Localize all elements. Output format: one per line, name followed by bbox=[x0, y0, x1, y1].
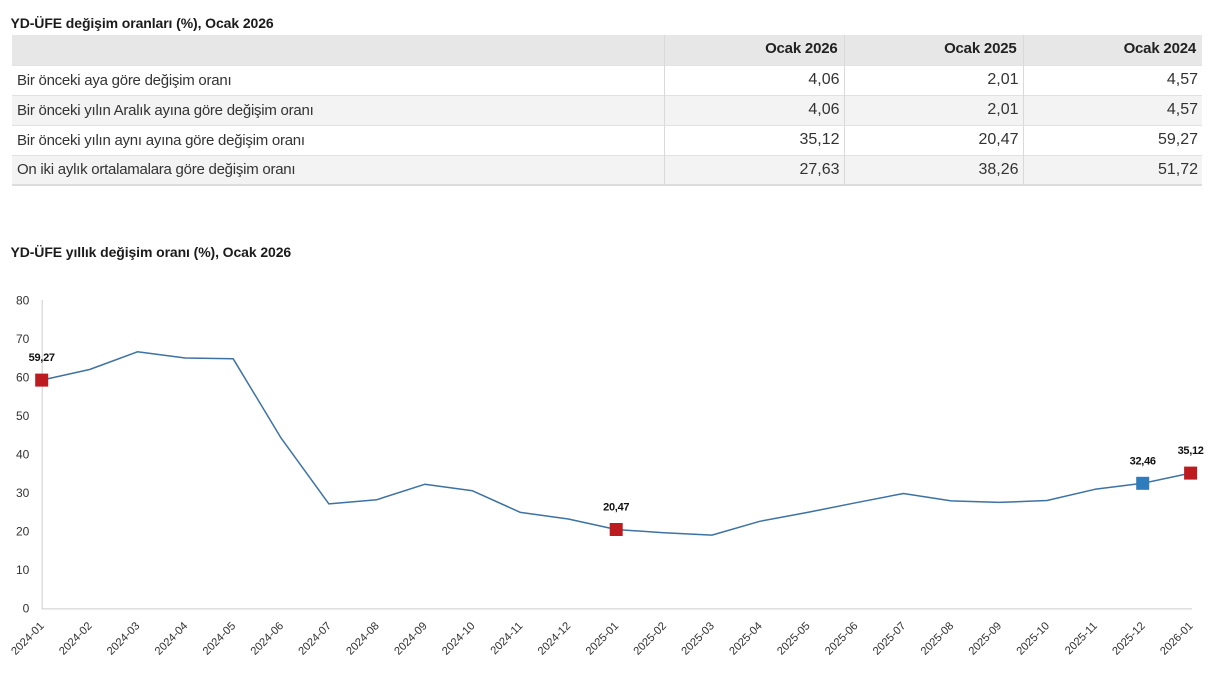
svg-text:60: 60 bbox=[16, 371, 30, 385]
svg-text:2025-05: 2025-05 bbox=[775, 620, 813, 658]
svg-text:70: 70 bbox=[16, 332, 30, 346]
svg-text:2025-04: 2025-04 bbox=[727, 620, 765, 658]
svg-text:2026-01: 2026-01 bbox=[1158, 620, 1196, 658]
svg-text:2024-03: 2024-03 bbox=[105, 620, 143, 658]
svg-text:2025-02: 2025-02 bbox=[632, 620, 670, 658]
svg-text:2024-10: 2024-10 bbox=[440, 620, 478, 658]
svg-text:2024-06: 2024-06 bbox=[249, 620, 287, 658]
svg-text:2024-11: 2024-11 bbox=[488, 620, 525, 657]
svg-text:2025-01: 2025-01 bbox=[584, 620, 622, 658]
svg-text:2024-04: 2024-04 bbox=[153, 620, 191, 658]
svg-text:2024-05: 2024-05 bbox=[201, 620, 239, 658]
svg-text:2024-08: 2024-08 bbox=[344, 620, 382, 658]
svg-text:2025-10: 2025-10 bbox=[1015, 620, 1053, 658]
svg-text:2025-11: 2025-11 bbox=[1063, 620, 1100, 657]
svg-text:30: 30 bbox=[16, 486, 30, 500]
svg-text:2025-12: 2025-12 bbox=[1110, 620, 1148, 658]
svg-text:10: 10 bbox=[16, 563, 30, 577]
svg-text:2024-01: 2024-01 bbox=[9, 620, 47, 658]
svg-text:40: 40 bbox=[16, 448, 30, 462]
svg-text:35,12: 35,12 bbox=[1178, 445, 1204, 457]
svg-text:20: 20 bbox=[16, 525, 30, 539]
svg-text:2024-09: 2024-09 bbox=[392, 620, 430, 658]
svg-text:2025-07: 2025-07 bbox=[871, 620, 909, 658]
svg-text:2024-02: 2024-02 bbox=[57, 620, 95, 658]
svg-text:50: 50 bbox=[16, 409, 30, 423]
svg-text:80: 80 bbox=[16, 294, 30, 308]
svg-text:2025-09: 2025-09 bbox=[967, 620, 1005, 658]
svg-text:2024-07: 2024-07 bbox=[296, 620, 334, 658]
svg-text:0: 0 bbox=[23, 602, 30, 616]
svg-text:2024-12: 2024-12 bbox=[536, 620, 574, 658]
svg-text:20,47: 20,47 bbox=[603, 502, 629, 514]
svg-text:2025-03: 2025-03 bbox=[679, 620, 717, 658]
svg-text:2025-06: 2025-06 bbox=[823, 620, 861, 658]
svg-text:59,27: 59,27 bbox=[29, 352, 55, 364]
svg-text:2025-08: 2025-08 bbox=[919, 620, 957, 658]
svg-text:32,46: 32,46 bbox=[1130, 455, 1156, 467]
